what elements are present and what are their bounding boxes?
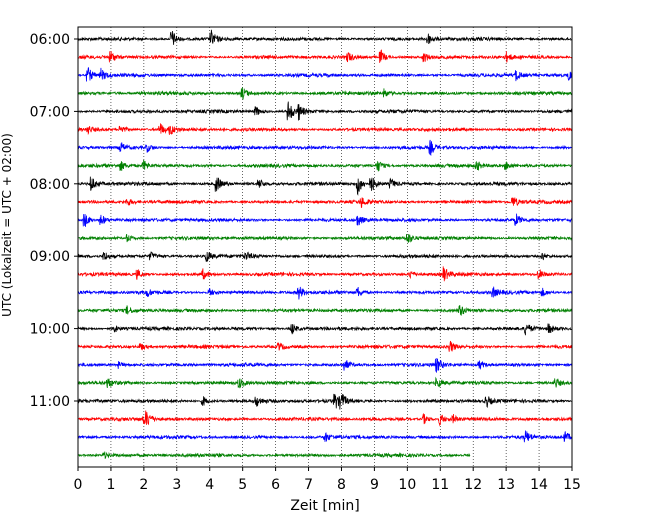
trace-0830	[77, 213, 573, 227]
x-axis-label: Zeit [min]	[290, 498, 359, 514]
trace-0730	[77, 139, 573, 157]
trace-1145	[77, 451, 471, 459]
x-tick-label-1: 1	[106, 477, 115, 493]
y-tick-label-10:00: 10:00	[30, 322, 70, 338]
x-tick-label-11: 11	[431, 477, 449, 493]
trace-layer	[77, 29, 573, 459]
trace-0945	[77, 304, 573, 316]
y-tick-label-07:00: 07:00	[30, 104, 70, 120]
x-tick-label-12: 12	[464, 477, 482, 493]
x-tick-label-15: 15	[563, 477, 581, 493]
trace-0645	[77, 87, 573, 100]
x-tick-label-0: 0	[74, 477, 83, 493]
trace-0630	[77, 67, 573, 82]
trace-0715	[77, 123, 573, 136]
x-tick-label-3: 3	[172, 477, 181, 493]
x-tick-label-7: 7	[304, 477, 313, 493]
y-tick-label-08:00: 08:00	[30, 177, 70, 193]
trace-0930	[77, 286, 573, 300]
trace-0845	[77, 233, 573, 243]
x-tick-label-2: 2	[139, 477, 148, 493]
trace-1045	[77, 376, 573, 389]
x-tick-label-5: 5	[238, 477, 247, 493]
trace-1130	[77, 430, 573, 443]
trace-0700	[77, 101, 573, 121]
x-tick-label-10: 10	[398, 477, 416, 493]
trace-1100	[77, 393, 573, 410]
x-tick-label-13: 13	[497, 477, 515, 493]
trace-0800	[77, 176, 573, 196]
trace-1000	[77, 323, 573, 336]
x-tick-label-9: 9	[370, 477, 379, 493]
plot-frame	[77, 26, 573, 468]
y-tick-label-06:00: 06:00	[30, 32, 70, 48]
trace-1030	[77, 357, 573, 373]
trace-1015	[77, 340, 573, 352]
x-tick-label-4: 4	[205, 477, 214, 493]
trace-0745	[77, 159, 573, 172]
trace-0815	[77, 197, 573, 209]
trace-0615	[77, 49, 573, 63]
x-tick-label-14: 14	[530, 477, 548, 493]
trace-1115	[77, 410, 573, 427]
y-axis-ticks: 06:00 07:00 08:00 09:00 10:00 11:00	[30, 32, 78, 410]
trace-0900	[77, 251, 573, 262]
trace-0600	[77, 29, 573, 45]
x-tick-label-6: 6	[271, 477, 280, 493]
x-axis-ticks: 0 1 2 3 4 5 6 7 8 9 10 11 12 13 14 15	[74, 467, 581, 493]
trace-0915	[77, 266, 573, 282]
x-tick-label-8: 8	[337, 477, 346, 493]
y-tick-label-11:00: 11:00	[30, 394, 70, 410]
y-tick-label-09:00: 09:00	[30, 249, 70, 265]
y-axis-label: UTC (Lokalzeit = UTC + 02:00)	[0, 133, 14, 317]
